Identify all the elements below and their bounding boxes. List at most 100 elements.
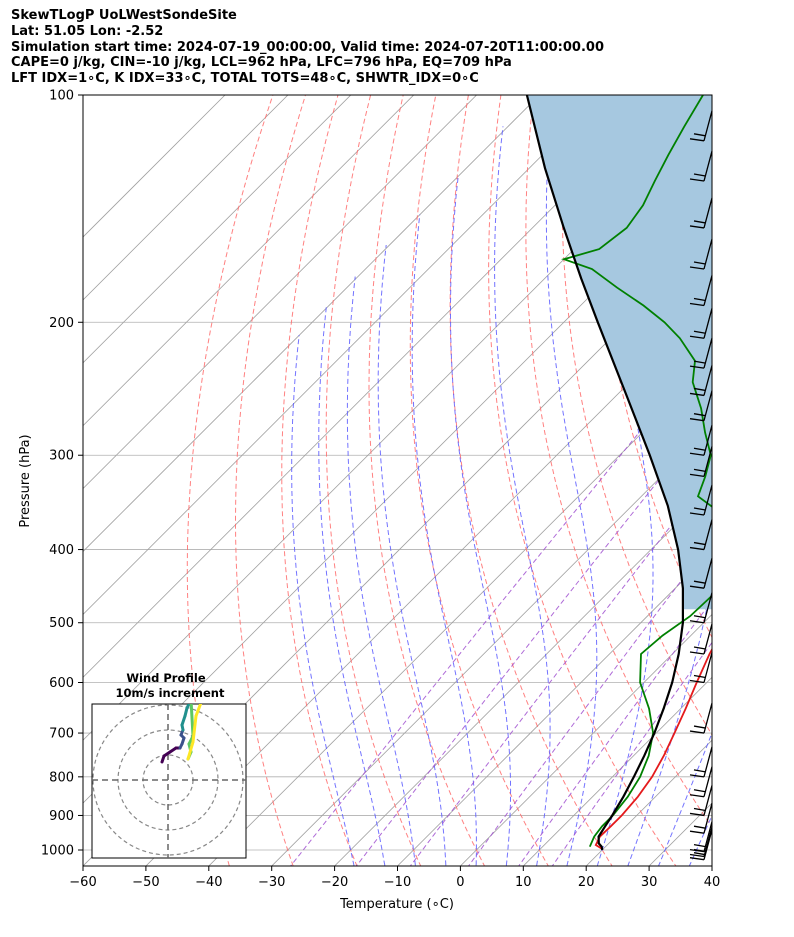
wind-barb-flag	[689, 418, 705, 422]
dry-adiabat-line	[325, 95, 422, 866]
wind-barb-flag	[689, 452, 705, 456]
wind-barb-flag	[689, 225, 705, 229]
title-line-3: Simulation start time: 2024-07-19_00:00:…	[11, 39, 604, 55]
x-axis-ticks: −60 −50 −40 −30 −20 −10 0 10 20 30 40	[69, 866, 720, 890]
inset-wind-track	[186, 740, 195, 761]
isotherm-gridline	[83, 95, 478, 490]
mixing-ratio-line	[518, 599, 712, 866]
wind-barb-flag	[693, 133, 706, 137]
wind-barb-flag	[693, 173, 706, 177]
y-tick-label: 100	[49, 89, 74, 104]
y-axis-label: Pressure (hPa)	[18, 434, 33, 527]
y-tick-label: 900	[49, 809, 74, 824]
y-tick-label: 400	[49, 543, 74, 558]
moist-adiabats	[291, 95, 794, 881]
inset-title: Wind Profile	[126, 671, 206, 685]
wind-barb-flag	[689, 546, 705, 551]
moist-adiabat-line	[688, 814, 712, 866]
wind-barb-flag	[689, 266, 705, 270]
wind-barb-flag	[693, 261, 706, 265]
wind-barb-flag	[689, 679, 705, 684]
dry-adiabat-line	[525, 95, 712, 829]
wind-barb-flag	[689, 830, 705, 834]
y-tick-label: 1000	[41, 844, 74, 859]
isotherm-gridline	[83, 95, 226, 238]
moist-adiabat-line	[627, 95, 712, 866]
wind-barb-flag	[693, 646, 706, 650]
moist-adiabat-line	[318, 305, 386, 866]
x-tick-label: −40	[195, 875, 222, 890]
wind-barb-flag	[689, 620, 705, 624]
wind-barb-flag	[693, 447, 706, 451]
mixing-ratio-line	[289, 342, 712, 866]
parcel-line	[525, 95, 684, 851]
cape-area	[526, 95, 712, 610]
isotherm-gridline	[396, 550, 712, 866]
dry-adiabat-line	[449, 95, 613, 866]
y-axis-ticks: 100 200 300 400 500 600 700 800 900 1000	[41, 89, 83, 859]
dry-adiabat-line	[728, 78, 794, 881]
wind-barb-flag	[693, 387, 706, 392]
wind-barb-flag	[693, 220, 706, 224]
wind-barb-flag	[693, 789, 706, 793]
y-tick-label: 700	[49, 727, 74, 742]
wind-barb-flag	[689, 302, 705, 307]
wind-barb-flag	[689, 774, 705, 778]
y-tick-label: 500	[49, 616, 74, 631]
x-axis-label: Temperature (∘C)	[339, 897, 454, 912]
title-line-1: SkewTLogP UoLWestSondeSite	[11, 8, 237, 23]
moist-adiabat-line	[377, 244, 447, 866]
wind-barb-flag	[693, 360, 706, 364]
moist-adiabat-line	[291, 335, 355, 866]
title-line-4: CAPE=0 j/kg, CIN=-10 j/kg, LCL=962 hPa, …	[11, 55, 512, 71]
wind-barb-flag	[693, 807, 706, 812]
wind-barb-flag	[689, 138, 705, 142]
wind-barb-flag	[689, 392, 705, 397]
wind-barb-flag	[689, 365, 705, 369]
wind-barb-flag	[693, 852, 706, 856]
wind-barb-flag	[693, 769, 706, 773]
wind-barb-flag	[689, 512, 705, 516]
wind-barb-flag	[689, 335, 705, 339]
dry-adiabat-line	[281, 95, 358, 866]
wind-barb-flag	[689, 794, 705, 798]
isotherm-gridline	[585, 739, 712, 866]
isotherm-gridline	[83, 95, 415, 427]
wind-barb-flag	[693, 725, 706, 729]
wind-barb-flag	[689, 812, 705, 817]
cape-fill	[526, 95, 712, 610]
wind-profile-inset: Wind Profile 10m/s increment	[91, 671, 247, 859]
dry-adiabat-line	[561, 95, 712, 736]
wind-barb-flag	[693, 825, 706, 829]
x-tick-label: 0	[456, 875, 464, 890]
moist-adiabat-line	[713, 95, 794, 881]
y-tick-label: 800	[49, 770, 74, 785]
chart-header: SkewTLogP UoLWestSondeSite Lat: 51.05 Lo…	[11, 8, 604, 87]
mixing-ratio-line	[551, 641, 712, 866]
wind-barb-flag	[693, 674, 706, 679]
inset-wind-track	[194, 704, 203, 718]
isotherm-gridline	[83, 95, 541, 553]
dry-adiabat-line	[235, 95, 307, 866]
wind-barb-flag	[689, 853, 705, 858]
dry-adiabat-line	[409, 95, 549, 866]
wind-barb-flag	[693, 615, 706, 619]
profile-lines	[525, 95, 712, 851]
wind-barb-flag	[693, 541, 706, 546]
dewpoint-line	[561, 95, 712, 848]
dry-adiabat-line	[760, 78, 794, 881]
x-tick-label: −10	[384, 875, 411, 890]
dry-adiabat-line	[488, 95, 677, 866]
wind-barb-flag	[693, 468, 706, 473]
x-tick-label: 10	[515, 875, 532, 890]
wind-barb-flag	[689, 651, 705, 655]
inset-wind-track	[180, 714, 187, 727]
x-tick-label: 30	[641, 875, 658, 890]
wind-barb-flag	[693, 413, 706, 417]
x-tick-label: 40	[704, 875, 721, 890]
inset-wind-track	[185, 704, 191, 710]
mixing-ratio-line	[409, 472, 712, 866]
dry-adiabat-line	[596, 95, 712, 639]
moist-adiabat-line	[494, 126, 551, 866]
